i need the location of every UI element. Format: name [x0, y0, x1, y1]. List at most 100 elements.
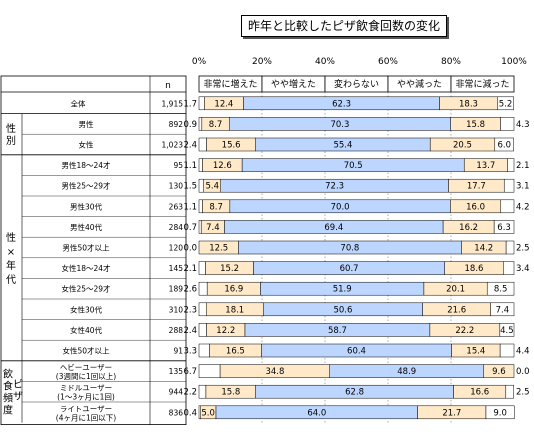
- data-label: 7.4: [496, 305, 510, 315]
- data-label: 2.1: [516, 161, 530, 171]
- data-label: 70.3: [330, 120, 349, 130]
- data-label: 16.5: [226, 347, 245, 357]
- data-label: 21.6: [447, 305, 466, 315]
- bar-segment: [490, 302, 515, 317]
- data-label: 4.2: [516, 202, 530, 212]
- data-label: 2.4: [183, 326, 197, 336]
- data-label: 16.9: [224, 285, 243, 295]
- data-label: 60.4: [347, 347, 366, 357]
- row-label: 男性40代: [70, 222, 103, 232]
- data-label: 0.4: [183, 408, 197, 418]
- row-n-value: 120: [169, 244, 184, 253]
- bar-segment: [198, 117, 203, 131]
- row-n-value: 263: [169, 202, 184, 211]
- bar-segment: [499, 343, 515, 358]
- bar-segment: [198, 96, 205, 111]
- data-label: 17.7: [467, 182, 486, 192]
- data-label: 5.4: [205, 182, 219, 192]
- row-n-value: 91: [173, 347, 183, 356]
- bar-segment: [198, 364, 221, 378]
- data-label: 51.9: [333, 285, 352, 295]
- data-label: 20.5: [453, 141, 472, 151]
- row-label: 女性50才以上: [62, 346, 110, 356]
- data-label: 70.5: [344, 161, 363, 171]
- x-tick-label: 20%: [252, 57, 272, 67]
- data-label: 55.4: [333, 141, 352, 151]
- bar-segment: [198, 199, 203, 214]
- row-label: 男性50才以上: [62, 243, 110, 253]
- data-label: 15.8: [466, 120, 485, 130]
- row-n-value: 944: [169, 388, 184, 397]
- data-label: 20.1: [446, 285, 465, 295]
- data-label: 15.8: [221, 388, 240, 398]
- data-label: 3.1: [516, 182, 530, 192]
- group-label: 度: [3, 404, 13, 417]
- data-label: 6.3: [497, 223, 511, 233]
- bar-segment: [505, 384, 514, 399]
- group-label: 性: [6, 231, 16, 244]
- data-label: 3.4: [516, 264, 530, 274]
- row-label: 女性30代: [70, 304, 103, 314]
- group-label: 代: [6, 274, 16, 286]
- data-label: 2.5: [516, 388, 530, 398]
- data-label: 9.6: [492, 367, 506, 377]
- data-label: 1.1: [183, 161, 197, 171]
- bar-segment: [499, 323, 515, 337]
- row-n-value: 130: [169, 182, 184, 191]
- data-label: 70.0: [331, 202, 350, 212]
- data-label: 16.0: [466, 202, 485, 212]
- data-label: 72.3: [325, 182, 344, 192]
- row-n-value: 288: [169, 326, 184, 335]
- row-label: 男性18～24才: [61, 160, 111, 170]
- legend-label: 非常に増えた: [203, 78, 257, 90]
- data-label: 12.2: [216, 326, 235, 336]
- data-label: 70.8: [340, 244, 359, 254]
- row-n-value: 284: [169, 223, 184, 232]
- data-label: 50.6: [333, 305, 352, 315]
- data-label: 18.1: [225, 305, 244, 315]
- bar-segment: [198, 302, 207, 317]
- row-label: (3週間に1回以上): [56, 372, 116, 381]
- data-label: 13.7: [476, 161, 495, 171]
- data-label: 2.3: [183, 305, 197, 315]
- row-label: 男性25～29才: [61, 181, 111, 191]
- data-label: 2.4: [183, 141, 197, 151]
- data-label: 6.7: [183, 367, 197, 377]
- data-label: 0.0: [516, 367, 530, 377]
- group-label: 性: [6, 122, 16, 135]
- group-label: 飲: [3, 368, 13, 381]
- row-label: 女性: [79, 140, 94, 150]
- data-label: 5.0: [201, 408, 215, 418]
- bar-segment: [505, 240, 515, 255]
- bar-segment: [503, 178, 515, 193]
- data-label: 14.2: [474, 244, 493, 254]
- legend-box: [450, 75, 515, 93]
- x-tick-label: 80%: [441, 57, 461, 67]
- row-n-value: 1,915: [162, 99, 184, 108]
- row-n-value: 145: [169, 264, 184, 273]
- data-label: 4.3: [516, 120, 530, 130]
- data-label: 62.8: [345, 388, 364, 398]
- x-tick-label: 0%: [192, 57, 207, 67]
- bar-segment: [198, 137, 207, 152]
- bar-segment: [198, 384, 207, 399]
- row-label: ライトユーザー: [60, 404, 112, 413]
- bar-segment: [198, 343, 210, 358]
- bar-segment: [483, 364, 515, 378]
- group-label: 頻: [3, 392, 13, 405]
- bar-segment: [497, 96, 514, 111]
- group-label: 食: [3, 380, 13, 393]
- data-label: 1.1: [183, 202, 197, 212]
- data-label: 2.2: [183, 388, 197, 398]
- bar-segment: [198, 158, 203, 172]
- bar-segment: [485, 405, 515, 420]
- data-label: 60.7: [340, 264, 359, 274]
- bar-segment: [198, 261, 206, 275]
- data-label: 2.6: [183, 285, 197, 295]
- data-label: 6.0: [497, 141, 511, 151]
- legend-label: 非常に減った: [455, 78, 509, 90]
- bar-segment: [500, 199, 515, 214]
- data-label: 0.7: [183, 223, 197, 233]
- group-label: ピ: [13, 379, 23, 391]
- data-label: 58.7: [328, 326, 347, 336]
